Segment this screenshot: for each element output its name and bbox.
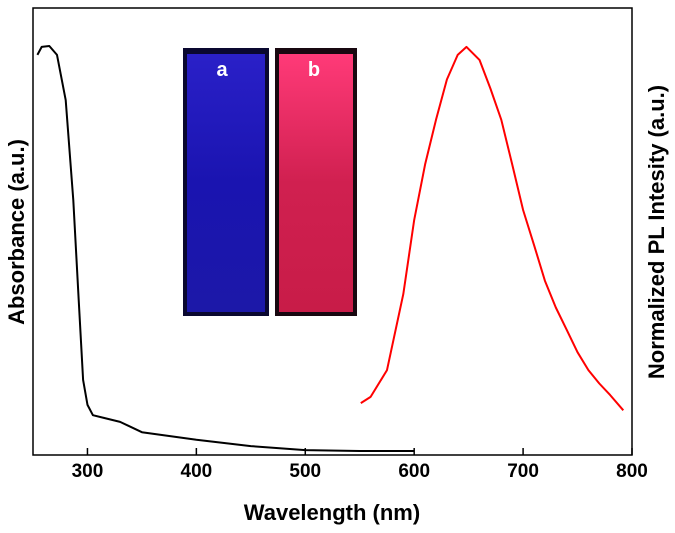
x-tick-label: 600 [398,461,430,482]
y2-axis-label: Normalized PL Intesity (a.u.) [644,85,669,379]
x-tick-label: 700 [507,461,539,482]
inset-photos: a b [183,48,357,316]
x-tick-label: 300 [72,461,104,482]
line-series [36,45,415,452]
x-tick-label: 400 [181,461,213,482]
photo-a [187,54,265,312]
inset-label: b [308,59,320,81]
plot-frame [32,7,633,456]
y-axis-label: Absorbance (a.u.) [4,139,29,325]
photo-b [279,54,353,312]
line-series [360,45,625,411]
x-axis-label: Wavelength (nm) [244,500,420,525]
x-tick-label: 800 [616,461,648,482]
x-tick-label: 500 [289,461,321,482]
inset-label: a [216,59,228,81]
